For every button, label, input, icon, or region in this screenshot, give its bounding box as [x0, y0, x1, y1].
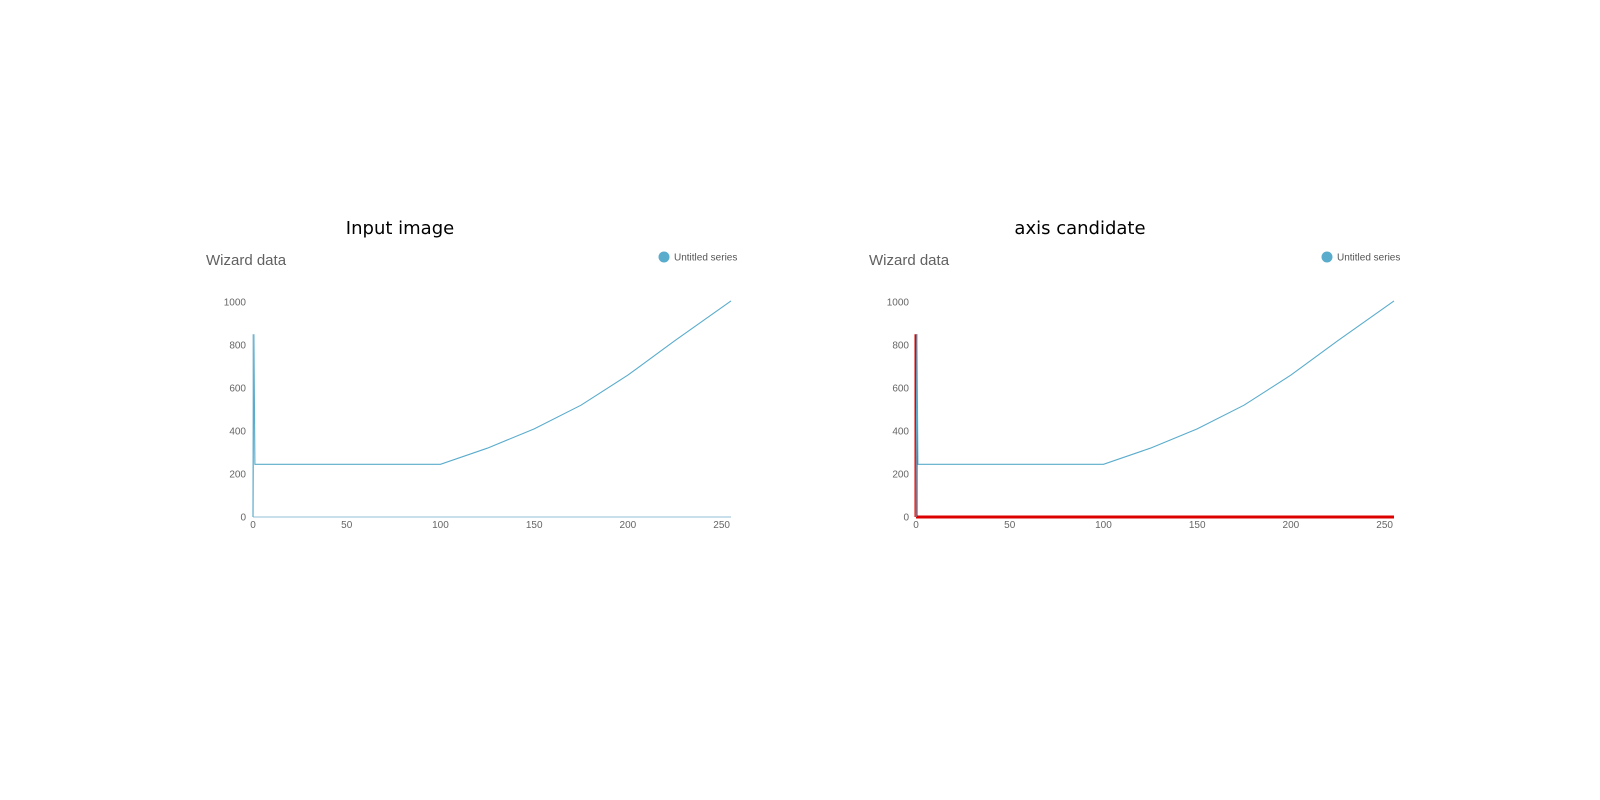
y-tick-label: 1000	[224, 298, 247, 309]
y-tick-label: 200	[892, 470, 909, 481]
x-tick-label: 250	[713, 520, 730, 531]
legend-label: Untitled series	[1337, 253, 1400, 264]
x-tick-label: 250	[1376, 520, 1393, 531]
x-tick-label: 150	[1189, 520, 1206, 531]
panel-title: Input image	[345, 218, 455, 239]
x-tick-label: 100	[1095, 520, 1112, 531]
y-tick-label: 0	[903, 513, 909, 524]
x-tick-label: 50	[341, 520, 353, 531]
y-tick-label: 800	[892, 341, 909, 352]
legend-label: Untitled series	[674, 253, 737, 264]
input-image-panel: Input image Wizard data Untitled series …	[206, 218, 737, 531]
x-tick-label: 200	[620, 520, 637, 531]
x-tick-label: 150	[526, 520, 543, 531]
x-tick-label: 50	[1004, 520, 1016, 531]
axis-candidate-panel: axis candidate Wizard data Untitled seri…	[680, 0, 1480, 800]
y-tick-label: 200	[229, 470, 246, 481]
legend-marker-icon	[1321, 251, 1333, 263]
line-chart: Wizard data Untitled series 0 50 100 150 200…	[206, 251, 737, 531]
series-line	[915, 300, 1395, 518]
y-tick-label: 1000	[887, 298, 910, 309]
x-tick-label: 100	[432, 520, 449, 531]
chart-title: Wizard data	[206, 252, 287, 269]
y-tick-label: 600	[229, 384, 246, 395]
chart-title: Wizard data	[869, 252, 950, 269]
y-tick-label: 600	[892, 384, 909, 395]
panel-title: axis candidate	[1014, 218, 1146, 239]
y-tick-label: 400	[892, 427, 909, 438]
series-line	[252, 300, 732, 518]
y-tick-label: 0	[240, 513, 246, 524]
line-chart: Wizard data Untitled series 0 50 100 150 200…	[869, 251, 1400, 531]
x-tick-label: 200	[1283, 520, 1300, 531]
y-tick-label: 400	[229, 427, 246, 438]
y-tick-label: 800	[229, 341, 246, 352]
legend-marker-icon	[658, 251, 670, 263]
x-tick-label: 0	[913, 520, 919, 531]
x-tick-label: 0	[250, 520, 256, 531]
